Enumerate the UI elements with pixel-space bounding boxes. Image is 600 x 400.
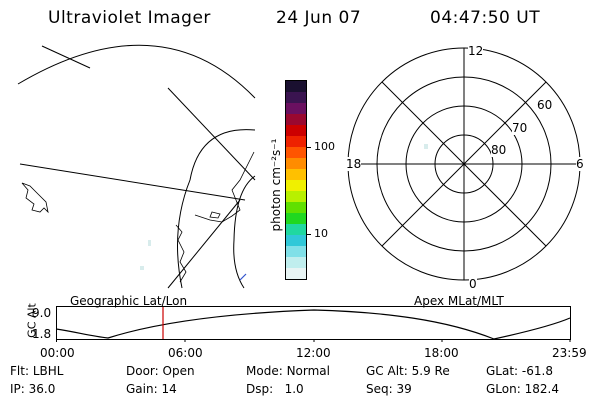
date-label: 24 Jun 07 — [276, 8, 362, 28]
colorbar-segment — [286, 158, 306, 169]
mlt-label-0: 0 — [469, 277, 477, 291]
colorbar-segment — [286, 81, 306, 92]
instrument-title: Ultraviolet Imager — [48, 8, 211, 28]
colorbar-segment — [286, 191, 306, 202]
colorbar-segment — [286, 257, 306, 268]
altitude-xtick: 18:00 — [424, 346, 459, 360]
colorbar-segment — [286, 169, 306, 180]
latitude-arc-inner — [233, 175, 256, 289]
mlt-label-12: 12 — [468, 44, 484, 58]
polar-plot — [347, 47, 581, 281]
colorbar-segment — [286, 147, 306, 158]
time-label: 04:47:50 UT — [430, 8, 541, 28]
polar-diagonal-b — [381, 81, 547, 247]
info-flt: Flt: LBHL — [10, 364, 64, 378]
info-mode: Mode: Normal — [246, 364, 330, 378]
altitude-ytick-min: 1.8 — [32, 327, 52, 341]
lat-label-60: 60 — [537, 98, 553, 112]
altitude-xtick: 12:00 — [296, 346, 331, 360]
info-gain: Gain: 14 — [126, 382, 177, 396]
geographic-map — [17, 44, 256, 289]
altitude-ytick-max: 9.0 — [32, 306, 52, 320]
colorbar — [285, 80, 307, 280]
mlt-label-18: 18 — [346, 157, 362, 171]
altitude-xtick: 23:59 — [552, 346, 587, 360]
meridian-line-b — [167, 87, 256, 181]
coastline — [21, 151, 255, 283]
colorbar-segment — [286, 92, 306, 103]
colorbar-segment — [286, 246, 306, 257]
geo-panel-label: Geographic Lat/Lon — [70, 294, 188, 308]
colorbar-segment — [286, 202, 306, 213]
colorbar-segment — [286, 180, 306, 191]
meridian-line-d — [41, 45, 91, 69]
altitude-plot-frame — [56, 306, 571, 340]
blue-speck — [239, 273, 247, 281]
colorbar-segment — [286, 103, 306, 114]
colorbar-unit-label: photon cm⁻²s⁻¹ — [269, 138, 283, 232]
colorbar-segment — [286, 224, 306, 235]
polar-panel-label: Apex MLat/MLT — [414, 294, 504, 308]
colorbar-segment — [286, 213, 306, 224]
altitude-xtick: 06:00 — [168, 346, 203, 360]
colorbar-segment — [286, 235, 306, 246]
info-door: Door: Open — [126, 364, 195, 378]
colorbar-tick-100: 100 — [306, 140, 335, 153]
colorbar-segment — [286, 114, 306, 125]
latitude-arc-mid — [177, 129, 256, 289]
latitude-arc-outer — [17, 44, 256, 99]
info-dsp: Dsp: 1.0 — [246, 382, 304, 396]
mlt-label-6: 6 — [576, 157, 584, 171]
lat-label-80: 80 — [491, 143, 507, 157]
info-glon: GLon: 182.4 — [486, 382, 559, 396]
colorbar-segment — [286, 125, 306, 136]
colorbar-segment — [286, 136, 306, 147]
altitude-curve — [56, 309, 571, 340]
info-gc-alt: GC Alt: 5.9 Re — [366, 364, 450, 378]
colorbar-tick-10: 10 — [306, 227, 328, 240]
info-glat: GLat: -61.8 — [486, 364, 553, 378]
lat-label-70: 70 — [512, 121, 528, 135]
altitude-plot — [56, 306, 571, 342]
info-seq: Seq: 39 — [366, 382, 412, 396]
colorbar-segment — [286, 268, 306, 279]
emission-speck — [140, 240, 151, 270]
meridian-line-c — [167, 199, 241, 289]
meridian-line-a — [19, 163, 246, 201]
emission-speck — [424, 144, 428, 149]
info-ip: IP: 36.0 — [10, 382, 56, 396]
altitude-xtick: 00:00 — [40, 346, 75, 360]
